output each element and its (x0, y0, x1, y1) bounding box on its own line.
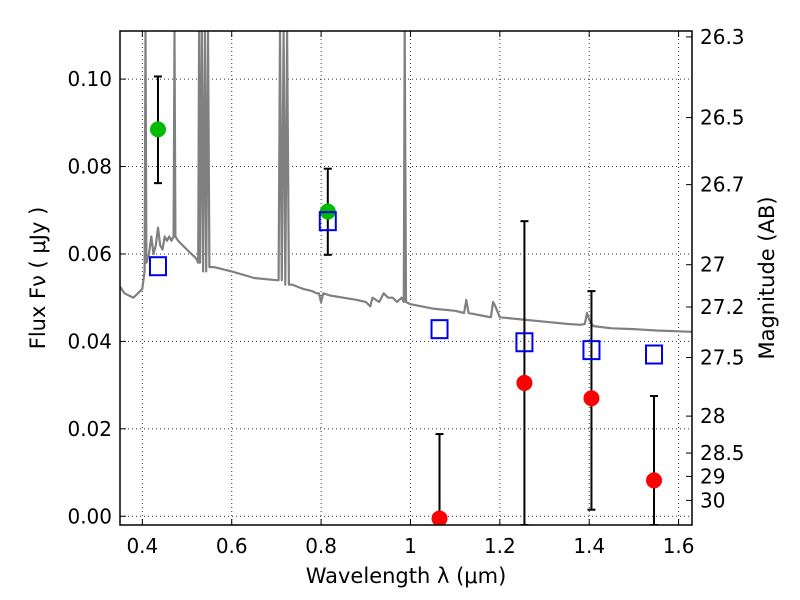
blue-square-point (515, 332, 534, 353)
spectrum-line (120, 31, 692, 333)
x-tick-label: 1.6 (663, 534, 695, 558)
y-tick-label: 0.06 (67, 242, 112, 266)
right-tick-label: 30 (700, 488, 725, 512)
right-tick-label: 29 (700, 464, 725, 488)
x-tick-label: 1.4 (573, 534, 605, 558)
right-tick-label: 27.2 (700, 295, 745, 319)
right-tick-label: 27.5 (700, 346, 745, 370)
x-tick-label: 0.8 (305, 534, 337, 558)
right-tick-label: 26.7 (700, 173, 745, 197)
y-tick-label: 0.08 (67, 155, 112, 179)
x-tick-label: 1.2 (484, 534, 516, 558)
blue-square-point (318, 211, 337, 232)
red-circle-point (431, 510, 448, 525)
right-tick-label: 26.3 (700, 25, 745, 49)
x-axis-label: Wavelength λ (μm) (306, 564, 507, 588)
x-tick-label: 0.4 (126, 534, 158, 558)
red-circle-point (516, 374, 533, 391)
y-tick-label: 0.04 (67, 329, 112, 353)
red-circle-point (646, 472, 663, 489)
y-tick-label: 0.00 (67, 504, 112, 528)
x-tick-label: 0.6 (216, 534, 248, 558)
blue-square-point (430, 319, 449, 340)
right-tick-label: 26.5 (700, 106, 745, 130)
right-axis-label: Magnitude (AB) (755, 196, 779, 359)
blue-square-point (148, 256, 167, 277)
x-tick-label: 1 (404, 534, 417, 558)
y-tick-label: 0.10 (67, 67, 112, 91)
blue-square-point (582, 340, 601, 361)
y-tick-label: 0.02 (67, 417, 112, 441)
right-tick-label: 27 (700, 253, 725, 277)
ticks: 0.4 0.6 0.8 1 1.2 1.4 1.6 0.00 0.02 0.04 0.06 0.08 0… (67, 25, 744, 558)
right-tick-label: 28 (700, 404, 725, 428)
axes-frame (119, 30, 693, 526)
blue-square-point (645, 344, 664, 365)
right-tick-label: 28.5 (700, 441, 745, 465)
y-axis-label: Flux Fν ( μJy ) (26, 207, 50, 350)
plot-area (120, 31, 692, 525)
red-circle-point (583, 390, 600, 407)
green-circle-point (149, 121, 166, 138)
